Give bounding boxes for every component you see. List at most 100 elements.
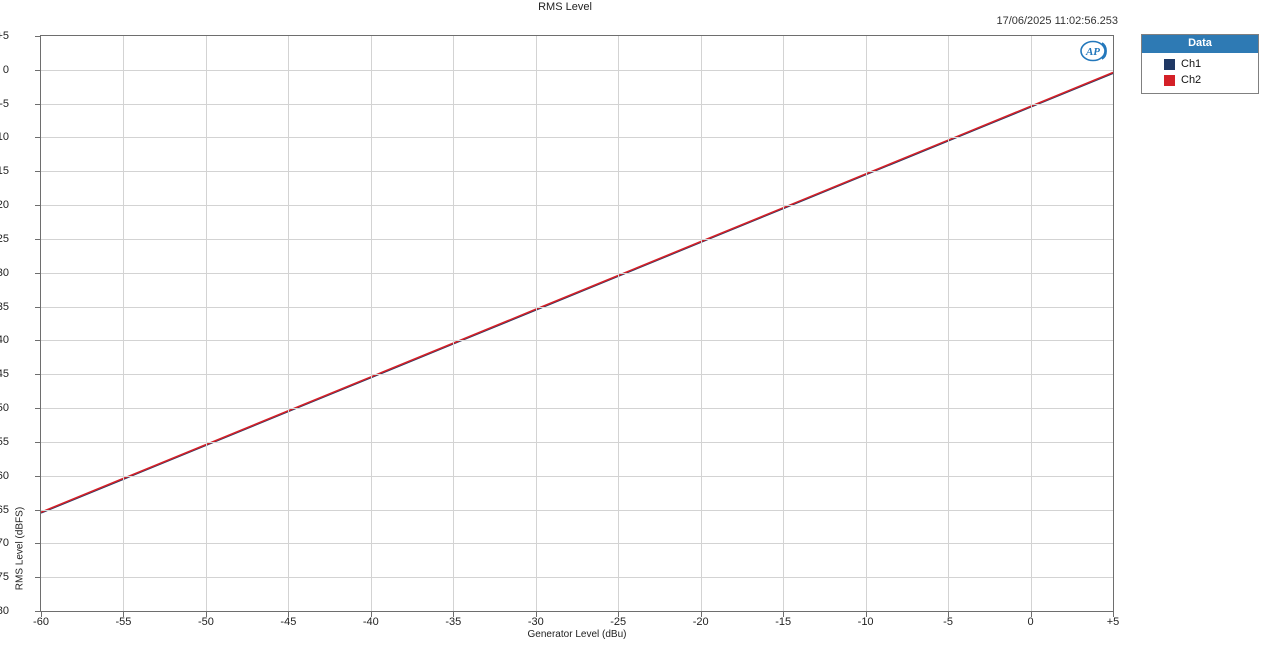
x-tick-label: -30: [527, 616, 544, 628]
y-tick-mark: [35, 239, 40, 240]
gridline-horizontal: [41, 70, 1113, 71]
x-tick-mark: [453, 612, 454, 617]
legend-header: Data: [1142, 35, 1258, 53]
gridline-vertical: [618, 36, 619, 611]
gridline-vertical: [783, 36, 784, 611]
legend-item-label: Ch2: [1181, 74, 1202, 86]
gridline-horizontal: [41, 307, 1113, 308]
x-tick-label: -10: [857, 616, 874, 628]
x-tick-mark: [701, 612, 702, 617]
y-tick-mark: [35, 476, 40, 477]
y-tick-mark: [35, 171, 40, 172]
gridline-vertical: [948, 36, 949, 611]
gridline-horizontal: [41, 137, 1113, 138]
x-tick-label: -5: [943, 616, 953, 628]
x-tick-mark: [536, 612, 537, 617]
plot-container: +50-5-10-15-20-25-30-35-40-45-50-55-60-6…: [0, 30, 1119, 640]
y-tick-label: -25: [0, 232, 9, 245]
series-canvas: [41, 71, 1113, 514]
gridline-vertical: [288, 36, 289, 611]
y-tick-label: -50: [0, 402, 9, 415]
gridline-vertical: [536, 36, 537, 611]
y-tick-mark: [35, 374, 40, 375]
y-tick-label: -70: [0, 537, 9, 550]
y-tick-label: -20: [0, 199, 9, 212]
x-tick-label: -50: [197, 616, 214, 628]
x-tick-mark: [41, 612, 42, 617]
y-axis-title-holder: RMS Level (dBFS): [0, 243, 26, 590]
legend-item[interactable]: Ch2: [1142, 72, 1258, 88]
x-tick-label: -25: [610, 616, 627, 628]
y-tick-label: -30: [0, 266, 9, 279]
gridline-horizontal: [41, 340, 1113, 341]
page-title: RMS Level: [538, 1, 592, 13]
x-tick-mark: [288, 612, 289, 617]
x-tick-mark: [1113, 612, 1114, 617]
y-tick-label: -80: [0, 605, 9, 617]
legend-item-label: Ch1: [1181, 58, 1202, 70]
y-tick-mark: [35, 611, 40, 612]
gridline-vertical: [1031, 36, 1032, 611]
x-tick-label: -40: [362, 616, 379, 628]
legend-panel[interactable]: Data Ch1 Ch2: [1141, 34, 1259, 94]
gridline-vertical: [453, 36, 454, 611]
y-tick-mark: [35, 205, 40, 206]
x-axis-title: Generator Level (dBu): [527, 629, 627, 640]
x-tick-mark: [783, 612, 784, 617]
x-tick-label: 0: [1027, 616, 1034, 628]
x-tick-mark: [371, 612, 372, 617]
svg-text:AP: AP: [1085, 46, 1100, 58]
y-tick-label: -10: [0, 131, 9, 144]
x-tick-mark: [948, 612, 949, 617]
series-line-ch2: [41, 71, 1113, 513]
ap-logo: AP: [1080, 40, 1112, 62]
x-tick-label: -35: [445, 616, 462, 628]
y-tick-label: -15: [0, 165, 9, 178]
gridline-horizontal: [41, 239, 1113, 240]
y-tick-mark: [35, 543, 40, 544]
y-tick-label: -60: [0, 469, 9, 482]
gridline-horizontal: [41, 543, 1113, 544]
y-tick-label: -55: [0, 435, 9, 448]
y-tick-mark: [35, 510, 40, 511]
gridline-vertical: [866, 36, 867, 611]
legend-swatch-icon: [1164, 58, 1175, 70]
gridline-horizontal: [41, 408, 1113, 409]
y-tick-mark: [35, 36, 40, 37]
y-tick-label: -40: [0, 334, 9, 347]
gridline-horizontal: [41, 510, 1113, 511]
y-tick-mark: [35, 442, 40, 443]
y-tick-label: -5: [0, 97, 9, 110]
gridline-horizontal: [41, 171, 1113, 172]
y-tick-label: -45: [0, 368, 9, 381]
x-tick-mark: [1031, 612, 1032, 617]
gridline-horizontal: [41, 104, 1113, 105]
y-tick-mark: [35, 70, 40, 71]
timestamp-label: 17/06/2025 11:02:56.253: [996, 15, 1118, 27]
x-tick-mark: [618, 612, 619, 617]
x-tick-label: -60: [33, 616, 49, 628]
plot-area: [40, 35, 1114, 612]
gridline-horizontal: [41, 577, 1113, 578]
y-tick-label: +5: [0, 30, 9, 42]
x-tick-label: -20: [692, 616, 709, 628]
gridline-vertical: [123, 36, 124, 611]
gridline-vertical: [701, 36, 702, 611]
x-tick-label: -55: [115, 616, 132, 628]
gridline-horizontal: [41, 205, 1113, 206]
x-tick-mark: [123, 612, 124, 617]
gridline-vertical: [371, 36, 372, 611]
y-tick-label: -65: [0, 503, 9, 516]
legend-item[interactable]: Ch1: [1142, 56, 1258, 72]
y-tick-mark: [35, 408, 40, 409]
y-tick-mark: [35, 307, 40, 308]
y-tick-mark: [35, 577, 40, 578]
y-tick-mark: [35, 340, 40, 341]
legend-items: Ch1 Ch2: [1142, 53, 1258, 93]
gridline-horizontal: [41, 273, 1113, 274]
x-tick-mark: [206, 612, 207, 617]
gridline-horizontal: [41, 442, 1113, 443]
y-tick-label: 0: [2, 63, 9, 76]
y-tick-mark: [35, 137, 40, 138]
